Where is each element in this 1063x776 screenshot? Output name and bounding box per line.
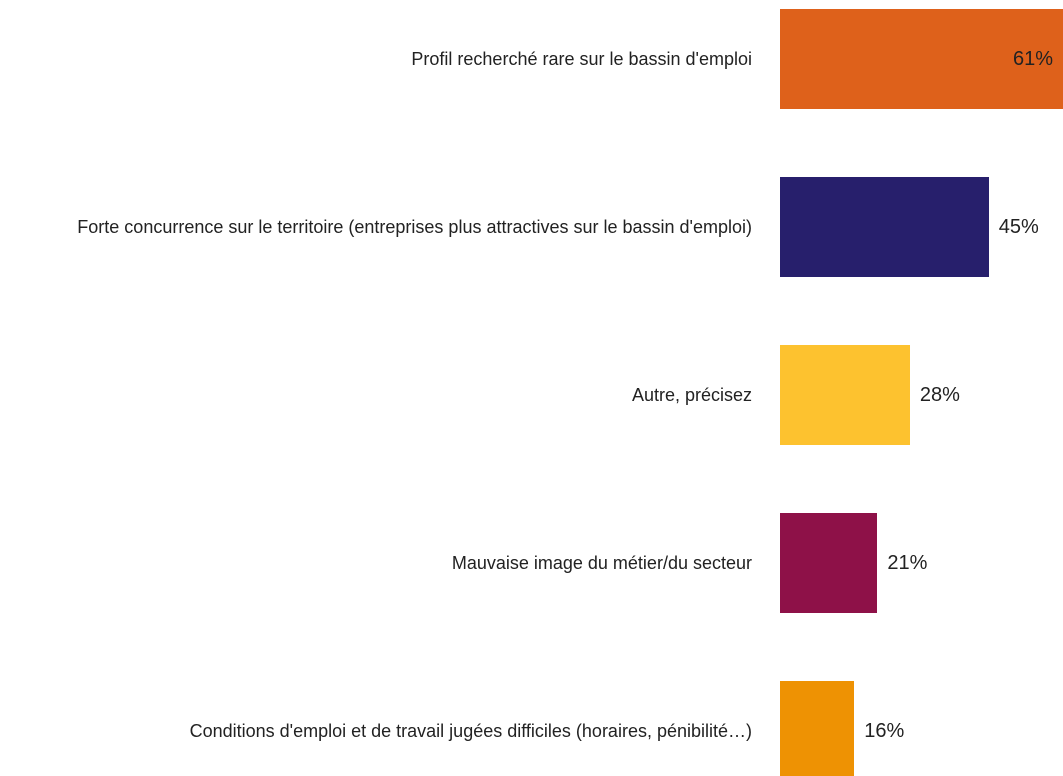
value-label: 16%: [864, 720, 905, 742]
value-label: 61%: [1012, 48, 1053, 70]
category-label: Autre, précisez: [631, 384, 752, 405]
category-label: Forte concurrence sur le territoire (ent…: [77, 216, 752, 237]
bar: [780, 177, 989, 277]
category-label: Mauvaise image du métier/du secteur: [451, 552, 752, 573]
bar: [780, 9, 1063, 109]
category-label: Profil recherché rare sur le bassin d'em…: [411, 48, 752, 69]
bar: [780, 681, 855, 776]
bar: [780, 345, 910, 445]
category-label: Conditions d'emploi et de travail jugées…: [189, 720, 752, 741]
value-label: 28%: [919, 384, 960, 406]
value-label: 21%: [887, 552, 928, 574]
value-label: 45%: [998, 216, 1039, 238]
bar: [780, 513, 878, 613]
